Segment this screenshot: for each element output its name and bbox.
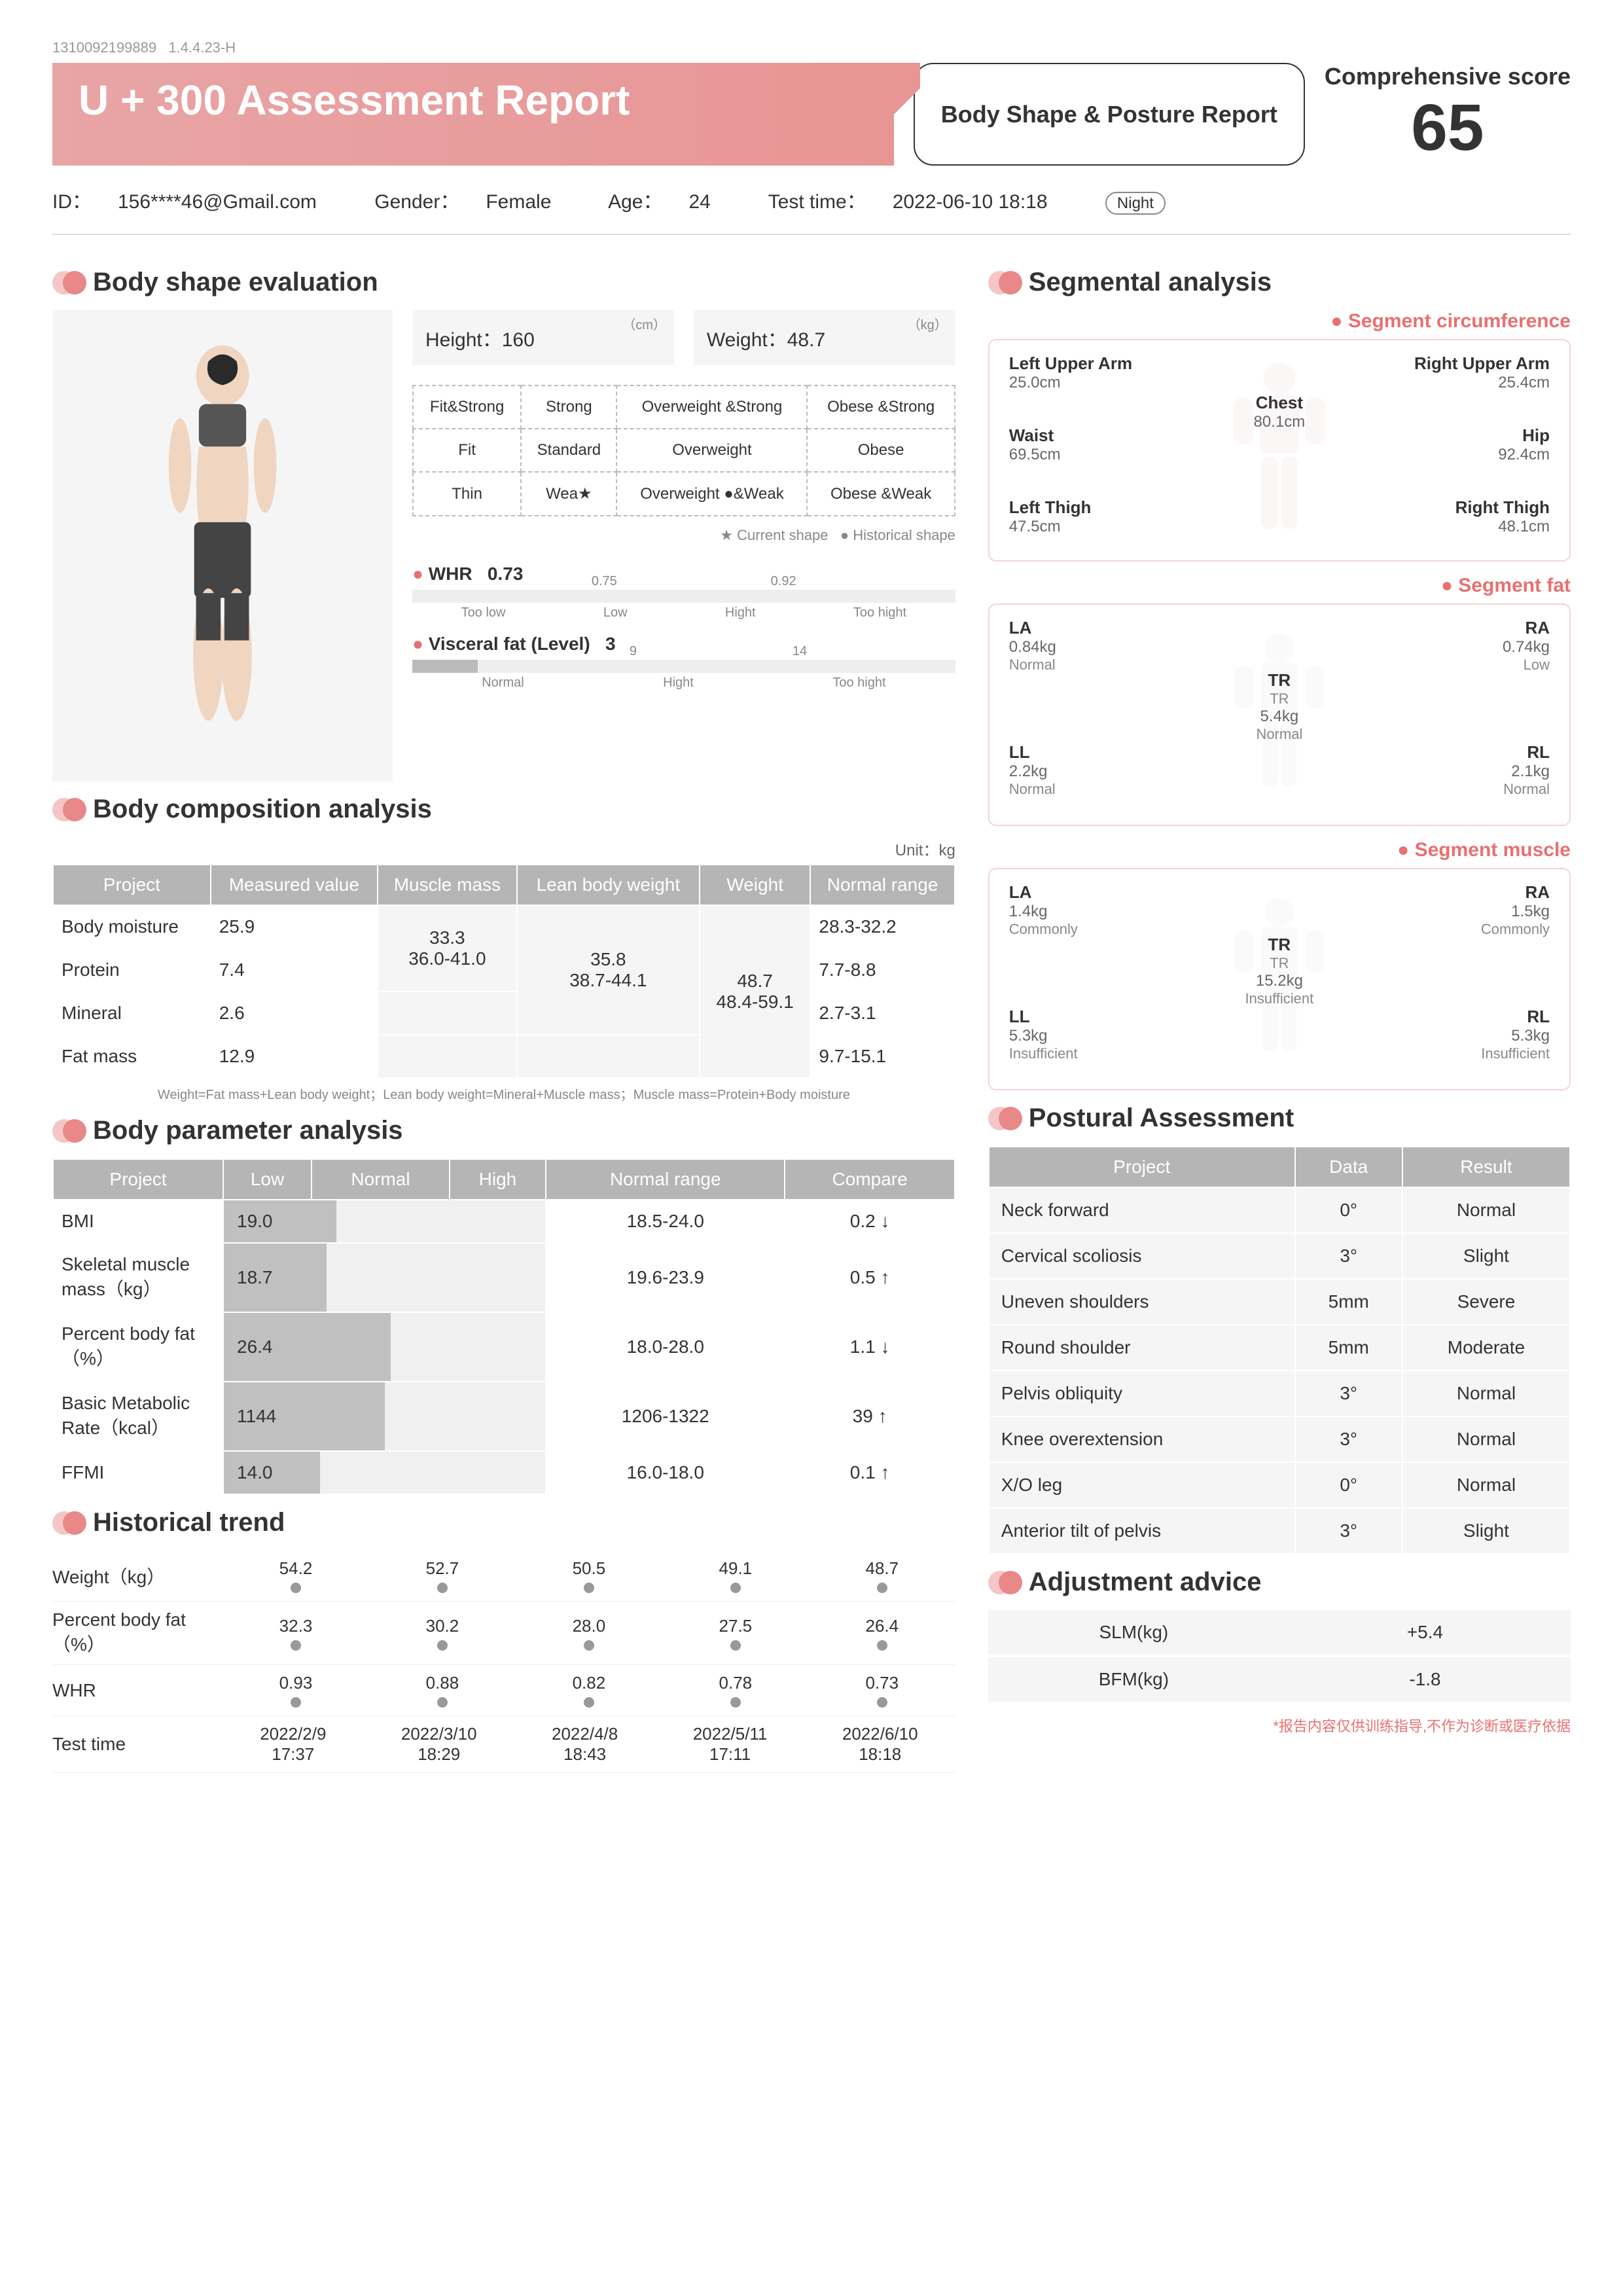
seg-circ-box: Left Upper Arm25.0cm Right Upper Arm25.4… [988,339,1571,562]
trend-container: Weight（kg）54.252.750.549.148.7Percent bo… [52,1551,955,1773]
shape-legend: ★ Current shape ● Historical shape [412,527,955,544]
night-badge: Night [1105,192,1166,215]
bullet-icon [988,271,1021,295]
height-box: （cm）Height：160 [412,310,674,365]
bullet-icon [52,1511,85,1535]
sub-fat: Segment fat [988,575,1571,597]
postural-table: ProjectDataResultNeck forward0°NormalCer… [988,1146,1571,1554]
bullet-icon [52,798,85,821]
adjustment-rows: SLM(kg)+5.4BFM(kg)-1.8 [988,1610,1571,1702]
disclaimer: *报告内容仅供训练指导,不作为诊断或医疗依据 [988,1715,1571,1736]
composition-table: ProjectMeasured valueMuscle massLean bod… [52,864,955,1079]
section-trend: Historical trend [52,1508,955,1537]
body-figure [52,310,393,781]
seg-fat-box: LA0.84kgNormal RA0.74kgLow TRTR5.4kgNorm… [988,603,1571,826]
params-table: ProjectLowNormalHighNormal rangeCompareB… [52,1158,955,1495]
bullet-icon [988,1571,1021,1594]
section-segmental: Segmental analysis [988,268,1571,297]
vf-scale: 9 14 [412,660,955,673]
section-postural: Postural Assessment [988,1103,1571,1133]
bullet-icon [52,1119,85,1143]
composition-note: Weight=Fat mass+Lean body weight；Lean bo… [52,1084,955,1103]
report-subtype: Body Shape & Posture Report [914,63,1305,166]
info-bar: ID：156****46@Gmail.com Gender：Female Age… [52,179,1571,235]
section-adjustment: Adjustment advice [988,1568,1571,1597]
shape-grid: Fit&StrongStrongOverweight &StrongObese … [412,385,955,516]
sub-muscle: Segment muscle [988,839,1571,861]
bullet-icon [52,271,85,295]
bullet-icon [988,1107,1021,1130]
sub-circ: Segment circumference [988,310,1571,332]
weight-box: （kg）Weight：48.7 [694,310,955,365]
seg-muscle-box: LA1.4kgCommonly RA1.5kgCommonly TRTR15.2… [988,868,1571,1090]
section-composition: Body composition analysis [52,795,955,824]
section-params: Body parameter analysis [52,1116,955,1145]
unit-label: Unit：kg [52,837,955,860]
score-box: Comprehensive score 65 [1325,63,1571,166]
serial-info: 1310092199889 1.4.4.23-H [52,39,1571,56]
report-title-banner: U + 300 Assessment Report [52,63,894,166]
whr-scale: 0.75 0.92 [412,590,955,603]
section-body-shape: Body shape evaluation [52,268,955,297]
